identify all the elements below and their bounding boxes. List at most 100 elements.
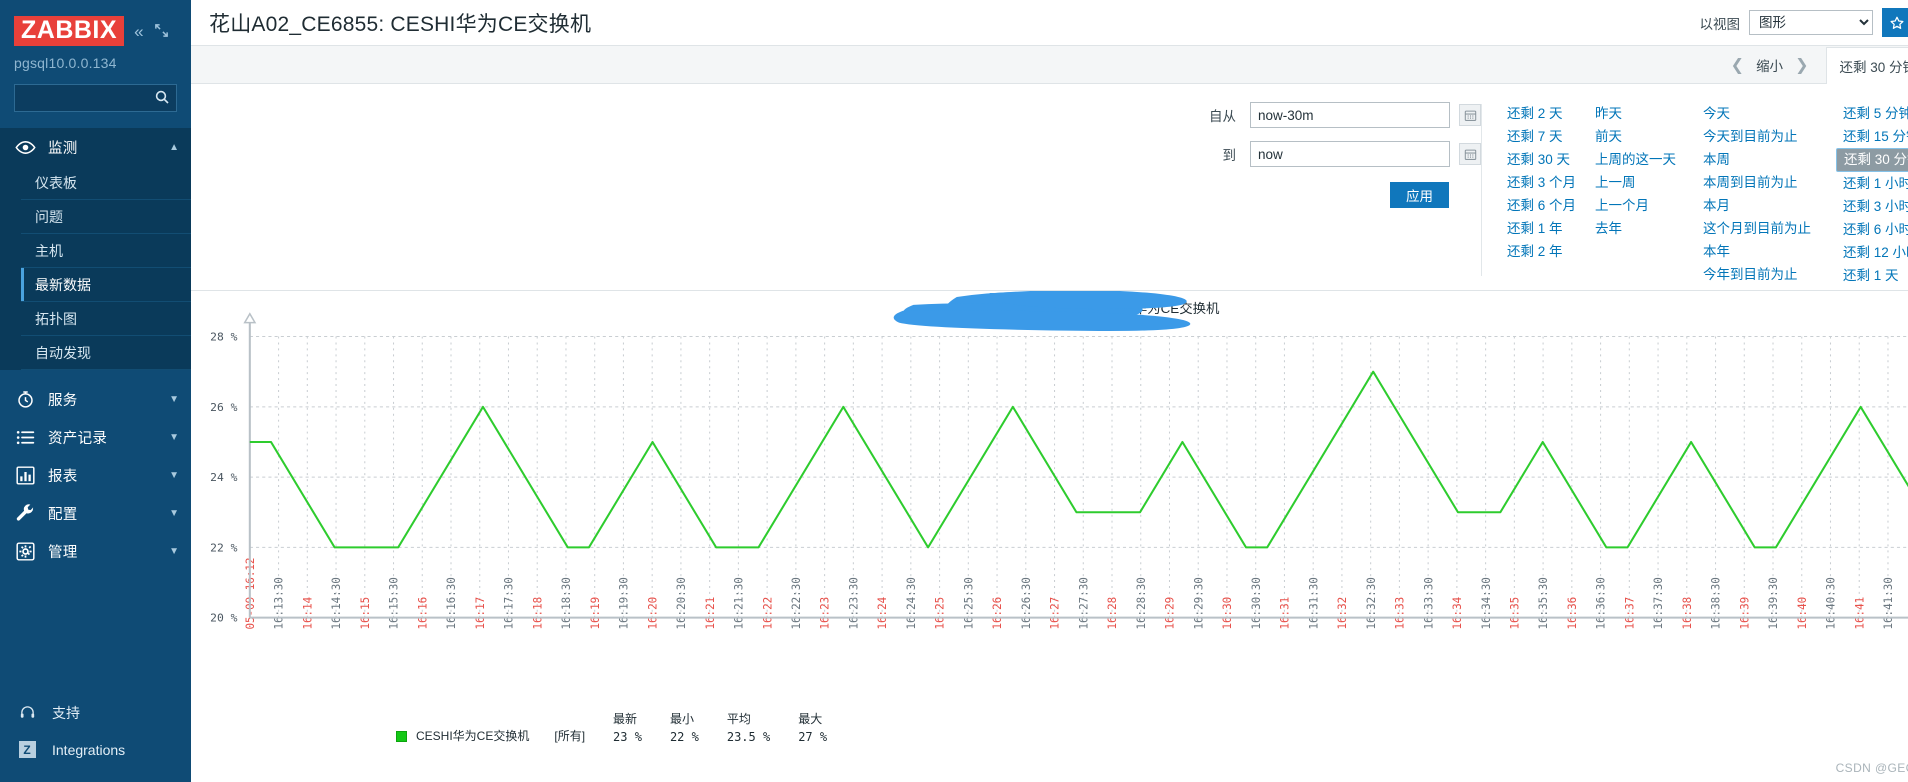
- y-axis-tick-label: 24 %: [210, 471, 238, 484]
- quick-range-link[interactable]: 本周到目前为止: [1703, 175, 1798, 190]
- y-axis-tick-label: 26 %: [210, 401, 238, 414]
- sidebar: ZABBIX « pgsql10.0.0.134: [0, 0, 191, 782]
- search-wrap: [14, 84, 177, 113]
- x-axis-tick-label: 16:32: [1336, 597, 1349, 630]
- double-chevron-left-icon[interactable]: «: [134, 21, 144, 41]
- clock-icon: [13, 387, 37, 411]
- sidebar-item-dashboard[interactable]: 仪表板: [21, 166, 191, 201]
- sidebar-group-monitoring[interactable]: 监测 ▲: [0, 128, 191, 167]
- quick-range-link-selected[interactable]: 还剩 30 分钟: [1836, 148, 1908, 172]
- sidebar-menu: 监测 ▲ 仪表板 问题 主机 最新数据 拓扑图 自动发现 服务 ▼: [0, 128, 191, 570]
- quick-range-link[interactable]: 今年到目前为止: [1703, 267, 1798, 282]
- x-axis-tick-label: 16:34: [1451, 597, 1464, 630]
- quick-range-link[interactable]: 还剩 15 分钟: [1843, 129, 1908, 144]
- apply-button[interactable]: 应用: [1390, 182, 1449, 208]
- x-axis-tick-label: 16:36:30: [1595, 577, 1608, 629]
- sidebar-group-reports[interactable]: 报表 ▼: [0, 456, 191, 494]
- legend-stat-max: 最大 27 %: [798, 710, 827, 744]
- sidebar-submenu-monitoring: 仪表板 问题 主机 最新数据 拓扑图 自动发现: [0, 166, 191, 371]
- quick-range-link[interactable]: 还剩 6 小时: [1843, 222, 1908, 237]
- sidebar-item-latest-data[interactable]: 最新数据: [21, 268, 191, 303]
- sidebar-group-administration[interactable]: 管理 ▼: [0, 532, 191, 570]
- quick-range-link[interactable]: 还剩 30 天: [1507, 152, 1571, 167]
- sidebar-item-discovery[interactable]: 自动发现: [21, 336, 191, 371]
- chevron-down-icon: ▼: [169, 469, 179, 481]
- calendar-icon[interactable]: [1459, 104, 1481, 126]
- quick-range-link[interactable]: 本月: [1703, 198, 1730, 213]
- sidebar-item-problems[interactable]: 问题: [21, 200, 191, 235]
- main-content: 花山A02_CE6855: CESHI华为CE交换机 以视图 图形: [191, 0, 1908, 782]
- quick-range-link[interactable]: 本周: [1703, 152, 1730, 167]
- x-axis-tick-label: 16:38:30: [1709, 577, 1722, 629]
- quick-range-link[interactable]: 上一周: [1595, 175, 1636, 190]
- x-axis-tick-label: 16:26: [991, 597, 1004, 630]
- legend-stat-header: 最新: [613, 712, 638, 726]
- quick-range-link[interactable]: 还剩 2 天: [1507, 106, 1563, 121]
- quick-range-link[interactable]: 还剩 1 年: [1507, 221, 1563, 236]
- sidebar-item-support[interactable]: 支持: [0, 694, 191, 731]
- expand-icon[interactable]: [154, 23, 169, 40]
- quick-range-link[interactable]: 去年: [1595, 221, 1622, 236]
- quick-range-link[interactable]: 还剩 1 天: [1843, 268, 1899, 283]
- quick-range-link[interactable]: 今天: [1703, 106, 1730, 121]
- legend-stat-value: 23 %: [613, 730, 642, 744]
- x-axis-tick-label: 16:39:30: [1767, 577, 1780, 629]
- quick-range-link[interactable]: 本年: [1703, 244, 1730, 259]
- quick-range-link[interactable]: 今天到目前为止: [1703, 129, 1798, 144]
- x-axis-tick-label: 16:17:30: [502, 577, 515, 629]
- chevron-right-icon[interactable]: ❯: [1795, 56, 1809, 74]
- quick-range-link[interactable]: 还剩 12 小时: [1843, 245, 1908, 260]
- to-input[interactable]: [1250, 141, 1450, 167]
- quick-range-link[interactable]: 还剩 7 天: [1507, 129, 1563, 144]
- sidebar-group-services[interactable]: 服务 ▼: [0, 380, 191, 418]
- sidebar-group-configuration[interactable]: 配置 ▼: [0, 494, 191, 532]
- y-axis-tick-label: 28 %: [210, 331, 238, 344]
- quick-range-link[interactable]: 昨天: [1595, 106, 1622, 121]
- from-input[interactable]: [1250, 102, 1450, 128]
- chevron-down-icon: ▼: [169, 393, 179, 405]
- x-axis-tick-label: 16:33:30: [1422, 577, 1435, 629]
- favorite-star-button[interactable]: [1882, 8, 1908, 37]
- view-as-label: 以视图: [1699, 16, 1741, 32]
- time-range-tab[interactable]: 还剩 30 分钟: [1826, 46, 1908, 85]
- quick-range-link[interactable]: 还剩 3 小时: [1843, 199, 1908, 214]
- quick-range-link[interactable]: 还剩 2 年: [1507, 244, 1563, 259]
- quick-range-link[interactable]: 上周的这一天: [1595, 152, 1676, 167]
- x-axis-tick-label: 16:31:30: [1307, 577, 1320, 629]
- quick-range-link[interactable]: 还剩 3 个月: [1507, 175, 1577, 190]
- from-label: 自从: [1209, 109, 1236, 124]
- search-input[interactable]: [14, 84, 177, 113]
- quick-range-link[interactable]: 上一个月: [1595, 198, 1649, 213]
- zoom-out-button[interactable]: 缩小: [1756, 58, 1784, 74]
- quick-range-link[interactable]: 这个月到目前为止: [1703, 221, 1811, 236]
- x-axis-tick-label: 16:31: [1278, 597, 1291, 630]
- legend-stat-avg: 平均 23.5 %: [727, 710, 770, 744]
- quick-range-link[interactable]: 还剩 6 个月: [1507, 198, 1577, 213]
- sidebar-group-label: 配置: [48, 506, 78, 523]
- calendar-icon[interactable]: [1459, 143, 1481, 165]
- x-axis-tick-label: 16:25: [933, 597, 946, 630]
- x-axis-tick-label: 16:14:30: [330, 577, 343, 629]
- x-axis-tick-label: 16:41: [1853, 597, 1866, 630]
- sidebar-item-hosts[interactable]: 主机: [21, 234, 191, 269]
- quick-range-link[interactable]: 前天: [1595, 129, 1622, 144]
- sidebar-item-integrations[interactable]: Z Integrations: [0, 731, 191, 768]
- quick-range-link[interactable]: 还剩 1 小时: [1843, 176, 1908, 191]
- x-axis-tick-label: 16:17: [474, 597, 487, 630]
- time-filter-panel: 自从 到: [191, 84, 1908, 291]
- x-axis-tick-label: 16:28:30: [1135, 577, 1148, 629]
- x-axis-tick-label: 16:29:30: [1192, 577, 1205, 629]
- page-title: 花山A02_CE6855: CESHI华为CE交换机: [209, 12, 592, 36]
- zabbix-logo: ZABBIX: [14, 16, 125, 47]
- x-axis-tick-label: 16:40: [1796, 597, 1809, 630]
- x-axis-tick-label: 16:18: [531, 597, 544, 630]
- sidebar-group-inventory[interactable]: 资产记录 ▼: [0, 418, 191, 456]
- chevron-left-icon[interactable]: ❮: [1730, 56, 1745, 74]
- view-select[interactable]: 图形: [1749, 10, 1873, 35]
- sidebar-item-maps[interactable]: 拓扑图: [21, 302, 191, 337]
- quick-range-link[interactable]: 还剩 5 分钟: [1843, 106, 1908, 121]
- x-axis-tick-label: 16:22: [761, 597, 774, 630]
- search-icon[interactable]: [154, 89, 170, 105]
